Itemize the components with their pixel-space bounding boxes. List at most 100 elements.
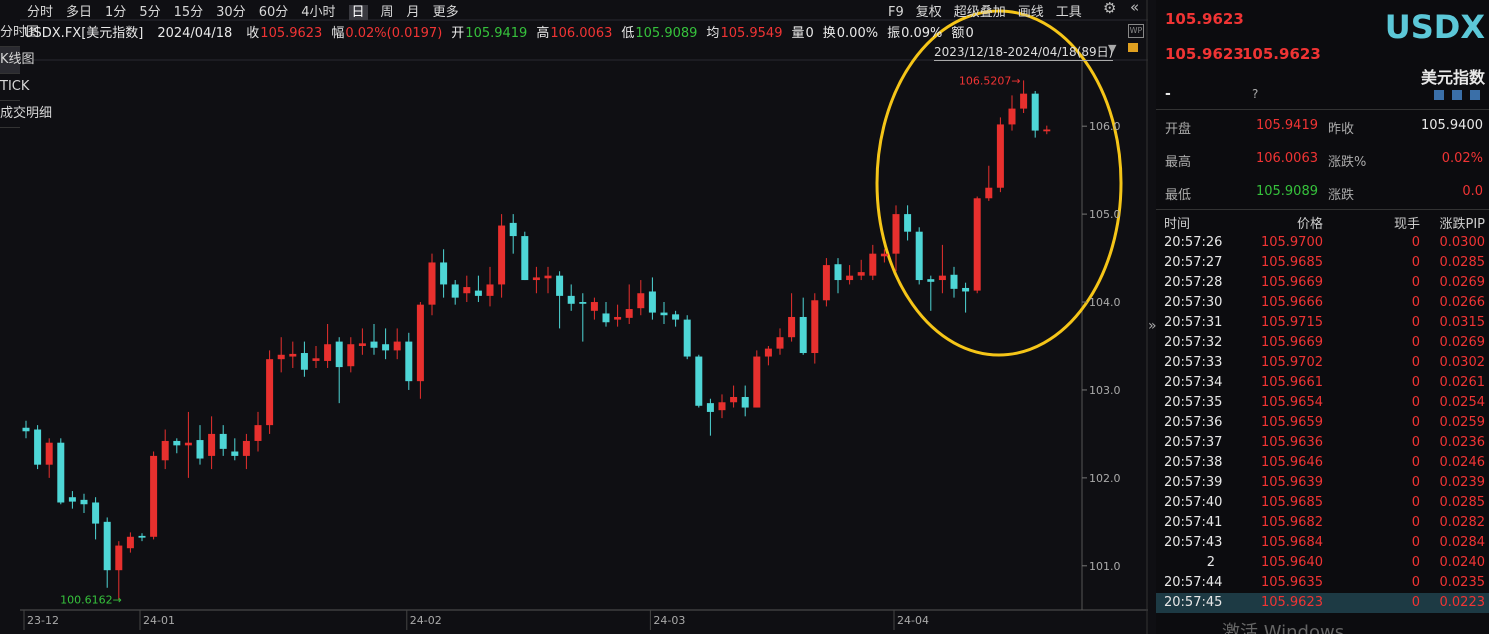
- y-tick-label: 105.0: [1089, 208, 1121, 221]
- period-button[interactable]: 日: [348, 5, 368, 20]
- tick-time: 20:57:36: [1164, 415, 1223, 430]
- info-turn: 0.00%: [836, 26, 879, 41]
- tick-price: 105.9636: [1260, 435, 1323, 450]
- candle-body: [1031, 93, 1039, 131]
- period-button[interactable]: 多日: [66, 5, 93, 20]
- tick-volume: 0: [1411, 255, 1420, 270]
- candle-body: [602, 313, 610, 323]
- column-header: 现手: [1393, 217, 1420, 232]
- period-button[interactable]: 月: [406, 5, 420, 20]
- expand-arrow[interactable]: »: [1148, 318, 1157, 334]
- period-button[interactable]: 1分: [105, 5, 127, 20]
- tick-price: 105.9682: [1260, 515, 1323, 530]
- candle-body: [648, 291, 656, 313]
- icon[interactable]: [1434, 90, 1444, 100]
- candle-body: [996, 124, 1004, 188]
- candle-body: [660, 312, 668, 316]
- icon[interactable]: [1452, 90, 1462, 100]
- period-button[interactable]: 15分: [173, 5, 204, 20]
- candle-body: [161, 440, 169, 461]
- settings-icon[interactable]: ⚙: [1103, 0, 1117, 17]
- side-tab[interactable]: 分时图: [0, 20, 39, 47]
- y-tick-label: 103.0: [1089, 384, 1121, 397]
- period-button[interactable]: 4小时: [301, 5, 336, 20]
- side-tab[interactable]: TICK: [0, 74, 29, 101]
- candle-body: [799, 316, 807, 354]
- icon[interactable]: [1470, 90, 1480, 100]
- side-tabs: 分时图 K线图 TICK 成交明细: [0, 20, 52, 128]
- candle-body: [695, 356, 703, 406]
- candle-body: [57, 442, 65, 503]
- candle-body: [741, 396, 749, 408]
- stat-value: 0.0: [1462, 184, 1483, 199]
- candle-body: [846, 275, 854, 281]
- period-button[interactable]: 5分: [139, 5, 161, 20]
- tick-volume: 0: [1411, 335, 1420, 350]
- info-high-label: 高: [536, 26, 550, 41]
- candle-body: [428, 262, 436, 305]
- tool-button[interactable]: F9: [888, 5, 904, 20]
- wp-icon[interactable]: WP: [1128, 24, 1144, 38]
- side-tab[interactable]: K线图: [0, 47, 35, 74]
- lock-icon[interactable]: [1128, 43, 1138, 52]
- candle-body: [184, 442, 192, 446]
- tick-volume: 0: [1411, 295, 1420, 310]
- candle-body: [637, 293, 645, 309]
- tool-button[interactable]: 画线: [1017, 5, 1044, 20]
- tick-price: 105.9700: [1260, 235, 1323, 250]
- tick-row: 20:57:36 105.9659 0 0.0259: [1156, 413, 1489, 433]
- info-avg: 105.9549: [720, 26, 783, 41]
- candle-body: [103, 521, 111, 571]
- period-button[interactable]: 30分: [216, 5, 246, 20]
- tick-pip: 0.0302: [1439, 355, 1486, 370]
- candle-body: [393, 341, 401, 351]
- tick-time: 20:57:38: [1164, 455, 1223, 470]
- tick-volume: 0: [1411, 275, 1420, 290]
- tick-pip: 0.0236: [1439, 435, 1486, 450]
- candle-body: [347, 344, 355, 367]
- y-tick-label: 104.0: [1089, 296, 1121, 309]
- tick-header: 时间 价格 现手 涨跌PIP: [1156, 215, 1489, 235]
- candle-body: [811, 300, 819, 354]
- tick-time: 20:57:39: [1164, 475, 1223, 490]
- period-button[interactable]: 周: [380, 5, 394, 20]
- candle-body: [544, 275, 552, 279]
- stat-label: 最高: [1165, 155, 1192, 170]
- x-tick-label: 24-02: [410, 614, 442, 627]
- candle-body: [822, 265, 830, 301]
- tick-price: 105.9646: [1260, 455, 1323, 470]
- tick-price: 105.9623: [1260, 595, 1323, 610]
- tool-button[interactable]: 工具: [1055, 5, 1082, 20]
- tool-button[interactable]: 超级叠加: [953, 5, 1006, 20]
- column-header: 涨跌PIP: [1439, 217, 1485, 232]
- tick-row: 20:57:31 105.9715 0 0.0315: [1156, 313, 1489, 333]
- symbol: USDX: [1384, 8, 1485, 46]
- tick-pip: 0.0300: [1439, 235, 1486, 250]
- tool-button[interactable]: 复权: [915, 5, 942, 20]
- side-tab[interactable]: 成交明细: [0, 101, 52, 128]
- collapse-icon[interactable]: «: [1130, 0, 1140, 16]
- range-dropdown[interactable]: ▼: [1108, 42, 1117, 55]
- candle-body: [335, 341, 343, 368]
- candle-body: [277, 354, 285, 360]
- tick-pip: 0.0284: [1439, 535, 1486, 550]
- tool-toolbar: F9 复权 超级叠加 画线 工具: [876, 1, 1082, 20]
- period-button[interactable]: 更多: [432, 5, 459, 20]
- info-vol-label: 量: [791, 26, 805, 41]
- candle-body: [196, 440, 204, 459]
- tick-pip: 0.0223: [1439, 595, 1486, 610]
- tick-price: 105.9702: [1260, 355, 1323, 370]
- candle-body: [985, 187, 993, 199]
- tick-row: 20:57:28 105.9669 0 0.0269: [1156, 273, 1489, 293]
- tick-price: 105.9685: [1260, 495, 1323, 510]
- info-low: 105.9089: [635, 26, 698, 41]
- period-button[interactable]: 60分: [258, 5, 289, 20]
- tick-price: 105.9715: [1260, 315, 1323, 330]
- tick-pip: 0.0240: [1439, 555, 1486, 570]
- candle-body: [80, 499, 88, 505]
- tick-time: 20:57:44: [1164, 575, 1223, 590]
- kline-chart: 101.0 102.0 103.0 104.0 105.0 106.0 23-12 24-01…: [20, 0, 1148, 634]
- period-button[interactable]: 分时: [27, 5, 54, 20]
- candle-body: [683, 319, 691, 357]
